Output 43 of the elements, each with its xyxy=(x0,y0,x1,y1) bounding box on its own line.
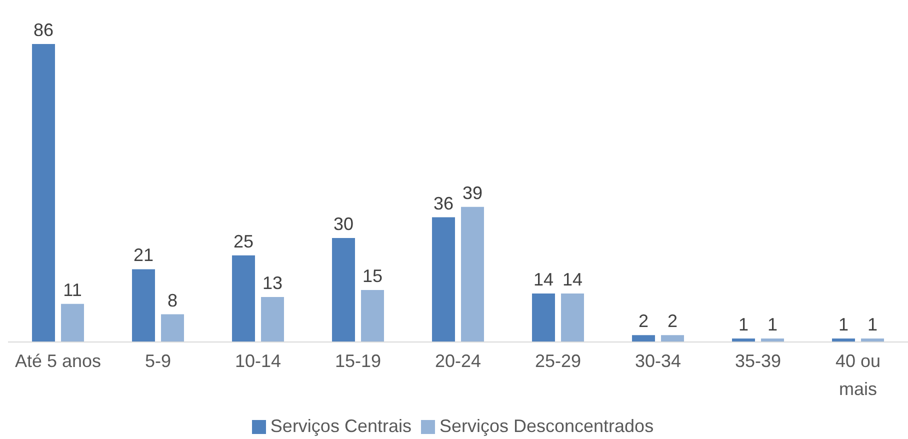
data-label: 36 xyxy=(433,193,454,214)
x-tick-label: 30-34 xyxy=(634,350,682,371)
data-label: 30 xyxy=(333,214,354,234)
legend-label: Serviços Centrais xyxy=(270,416,412,436)
data-label: 1 xyxy=(767,314,778,335)
data-label: 15 xyxy=(362,266,383,286)
x-tick-label: 5-9 xyxy=(144,350,172,371)
bar xyxy=(661,335,684,342)
data-label: 11 xyxy=(63,280,82,300)
legend-label: Serviços Desconcentrados xyxy=(439,416,654,436)
data-label: 2 xyxy=(638,311,649,332)
bar xyxy=(632,335,655,342)
bar xyxy=(32,44,55,342)
data-label: 1 xyxy=(867,314,878,335)
data-label: 2 xyxy=(667,311,678,332)
bar xyxy=(261,296,284,342)
x-tick-label: 10-14 xyxy=(234,350,282,371)
data-label: 21 xyxy=(133,245,154,266)
x-tick-label: 40 ou mais xyxy=(835,350,881,399)
bar xyxy=(332,238,355,342)
data-label: 25 xyxy=(233,231,254,252)
data-label: 1 xyxy=(738,314,749,335)
data-label: 1 xyxy=(838,314,849,335)
bar xyxy=(432,217,455,342)
x-tick-label: 35-39 xyxy=(734,350,782,371)
x-tick-label: 20-24 xyxy=(434,350,482,371)
data-label: 8 xyxy=(167,290,178,310)
bar xyxy=(232,255,255,342)
bar xyxy=(132,269,155,342)
x-tick-label: Até 5 anos xyxy=(14,350,102,371)
data-label: 14 xyxy=(533,269,554,290)
data-label: 86 xyxy=(33,20,54,40)
data-label: 39 xyxy=(462,182,483,203)
x-tick-label: 25-29 xyxy=(534,350,582,371)
bar xyxy=(532,293,555,342)
bar xyxy=(361,290,384,342)
bar xyxy=(161,314,184,342)
x-tick-label: 15-19 xyxy=(334,350,382,371)
bar xyxy=(61,304,84,342)
data-label: 14 xyxy=(562,269,583,290)
bar xyxy=(561,293,584,342)
bar xyxy=(461,206,484,342)
data-label: 13 xyxy=(262,272,283,293)
